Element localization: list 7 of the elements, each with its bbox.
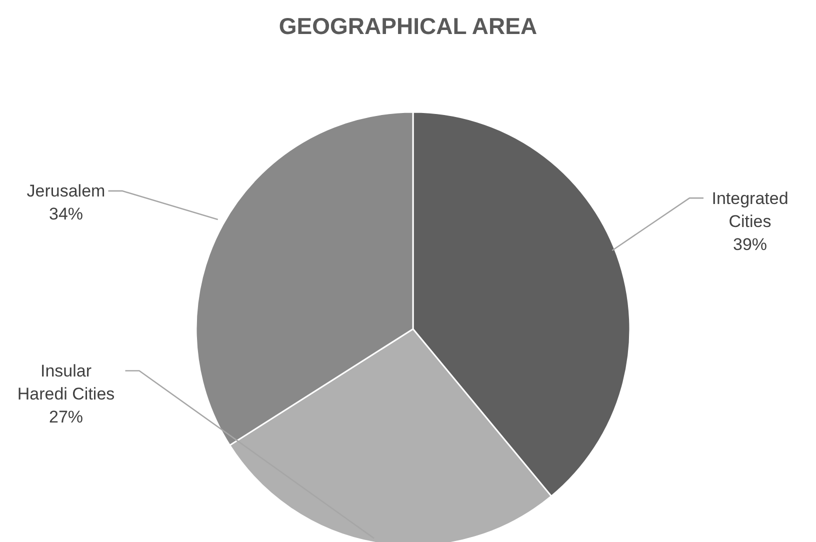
data-label: 34% — [48, 204, 84, 224]
data-label: 27% — [48, 407, 84, 426]
slice-label: Insular Haredi Cities — [17, 361, 115, 404]
slice-label: Integrated Cities — [712, 188, 788, 231]
data-label: 39% — [732, 234, 768, 254]
chart-title: GEOGRAPHICAL AREA — [278, 13, 538, 39]
slice-label: Jerusalem — [26, 182, 106, 201]
